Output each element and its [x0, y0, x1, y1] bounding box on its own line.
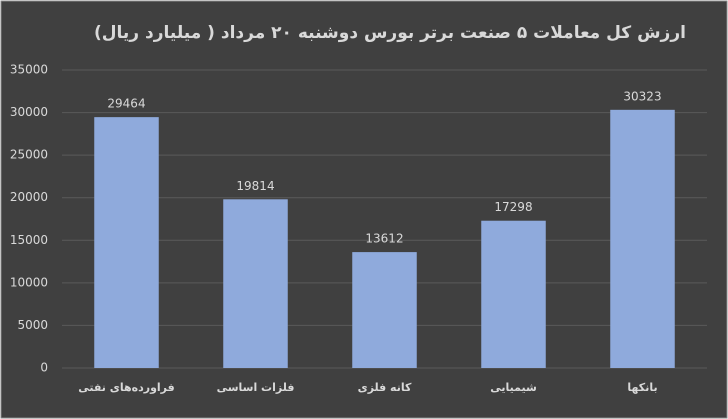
x-tick-label: شیمیایی	[490, 381, 537, 394]
x-tick-label: بانکها	[627, 381, 657, 394]
data-label: 17298	[494, 200, 532, 214]
y-tick-label: 5000	[17, 318, 48, 332]
y-tick-label: 10000	[10, 275, 48, 289]
bar	[481, 220, 546, 368]
bar	[94, 117, 159, 368]
y-tick-label: 30000	[10, 105, 48, 119]
x-tick-label: فراورده‌های نفتی	[78, 381, 174, 394]
data-label: 30323	[623, 89, 661, 103]
y-tick-label: 20000	[10, 190, 48, 204]
chart-title: ارزش کل معاملات ۵ صنعت برتر بورس دوشنبه …	[94, 23, 686, 43]
bar	[223, 199, 288, 368]
bar	[352, 252, 417, 368]
y-tick-label: 0	[40, 361, 48, 375]
y-tick-label: 15000	[10, 233, 48, 247]
bar	[610, 109, 675, 368]
data-label: 13612	[365, 232, 403, 246]
data-label: 19814	[236, 179, 274, 193]
y-tick-label: 25000	[10, 148, 48, 162]
x-tick-label: کانه فلزی	[358, 381, 412, 394]
x-tick-label: فلزات اساسی	[217, 381, 295, 394]
data-label: 29464	[107, 97, 145, 111]
y-tick-label: 35000	[10, 63, 48, 77]
